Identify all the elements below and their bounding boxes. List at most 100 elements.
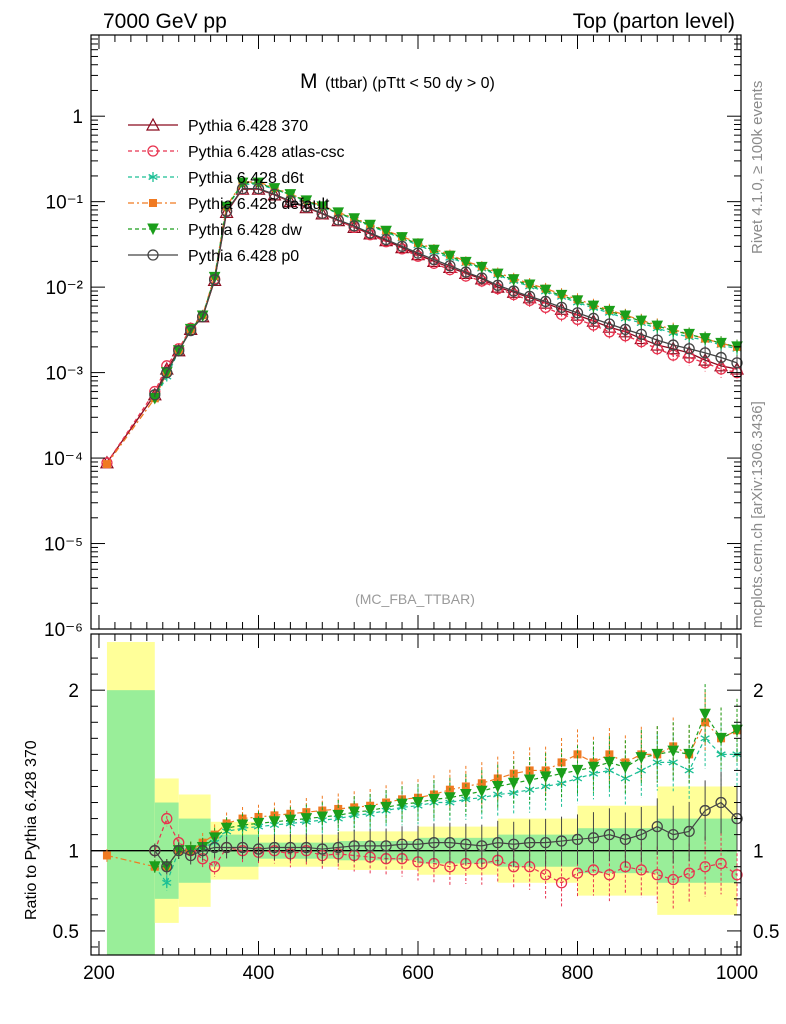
ratio-point [587, 832, 600, 844]
ratio-point [699, 708, 711, 721]
data-point [102, 460, 111, 469]
ratio-series-pythia-6-428-dw [148, 684, 743, 875]
ratio-point [635, 752, 648, 764]
ratio-point [667, 828, 679, 841]
ratio-point [316, 843, 328, 855]
data-point [220, 205, 233, 218]
ratio-point [460, 789, 472, 801]
star-stroke [540, 783, 551, 790]
x-tick-label: 400 [243, 963, 275, 984]
ratio-point [603, 756, 616, 769]
y-tick-label: 10⁻¹ [46, 193, 84, 214]
data-point [508, 285, 520, 297]
data-point [208, 274, 221, 286]
ratio-point [619, 761, 632, 774]
data-point [364, 227, 376, 239]
ratio-point [220, 822, 233, 835]
ratio-point [651, 869, 663, 881]
data-point [571, 307, 584, 319]
star-stroke [162, 879, 172, 886]
data-point [699, 333, 711, 345]
legend-entry: Pythia 6.428 d6t [128, 170, 304, 187]
ratio-point [699, 861, 711, 873]
series-line [154, 183, 738, 399]
ratio-point [284, 814, 297, 827]
ratio-point [555, 877, 568, 889]
ratio-point [300, 841, 312, 854]
data-point [332, 207, 345, 219]
data-point [699, 347, 711, 359]
ratio-point [148, 861, 161, 873]
ratio-point [300, 813, 313, 825]
ratio-point [493, 774, 502, 783]
data-point [715, 337, 727, 350]
mcplots-label: mcplots.cern.ch [arXiv:1306.3436] [749, 401, 766, 628]
series-line [154, 187, 738, 396]
ratio-point [364, 805, 376, 817]
star-stroke [148, 173, 158, 181]
ratio-point [161, 861, 173, 873]
data-point [571, 295, 584, 308]
data-point [444, 250, 456, 263]
legend-label: Pythia 6.428 default [188, 196, 330, 213]
ratio-point [587, 864, 600, 876]
ratio-point [316, 811, 329, 824]
x-tick-label: 600 [402, 963, 434, 984]
legend-entry: Pythia 6.428 370 [128, 117, 308, 135]
ratio-point [476, 840, 488, 852]
ratio-point [428, 793, 440, 806]
data-point [185, 324, 197, 337]
band-inner [106, 690, 155, 955]
ratio-point [380, 840, 392, 852]
ratio-point [348, 840, 360, 852]
ratio-point [539, 869, 552, 881]
data-point [396, 240, 408, 253]
ratio-point [731, 812, 743, 825]
ratio-point [507, 777, 520, 790]
data-point [683, 328, 695, 341]
ratio-point [332, 809, 345, 822]
ratio-point [573, 750, 582, 759]
ratio-point [539, 837, 552, 849]
ratio-point [651, 748, 664, 761]
ratio-point [475, 785, 488, 798]
ratio-point [683, 748, 695, 761]
series-line [154, 182, 738, 399]
ratio-point [284, 841, 297, 854]
data-point [651, 320, 664, 333]
ratio-point [508, 838, 520, 850]
data-point [667, 339, 679, 351]
data-point [587, 300, 600, 313]
data-point [284, 189, 297, 201]
data-point [524, 290, 536, 303]
data-point [619, 310, 632, 323]
data-point [149, 389, 161, 401]
ratio-point [268, 816, 281, 828]
series-pythia-6-428-p0 [149, 182, 743, 401]
ratio-series-pythia-6-428-p0 [149, 771, 743, 875]
y-tick-label: 10⁻² [46, 278, 84, 299]
ratio-point [571, 764, 584, 777]
data-point [412, 238, 424, 251]
ratio-point [539, 771, 552, 783]
data-point [635, 328, 647, 341]
ratio-point [396, 838, 408, 850]
plot-title-sub: (ttbar) (pTtt < 50 dy > 0) [325, 75, 495, 92]
data-point [683, 343, 695, 355]
ratio-point [603, 828, 616, 841]
data-point [603, 318, 616, 330]
data-point [587, 312, 600, 325]
ratio-point [149, 845, 161, 857]
ratio-point [412, 797, 424, 809]
data-point [396, 232, 408, 244]
ratio-point [102, 851, 111, 860]
data-point [236, 182, 249, 195]
ratio-point [197, 845, 209, 857]
data-point [300, 195, 313, 208]
y-tick-label: 1 [72, 107, 83, 128]
data-point [444, 260, 456, 272]
legend-entry: Pythia 6.428 atlas-csc [128, 144, 345, 161]
legend-label: Pythia 6.428 370 [188, 118, 308, 135]
legend-entry: Pythia 6.428 p0 [128, 248, 299, 265]
